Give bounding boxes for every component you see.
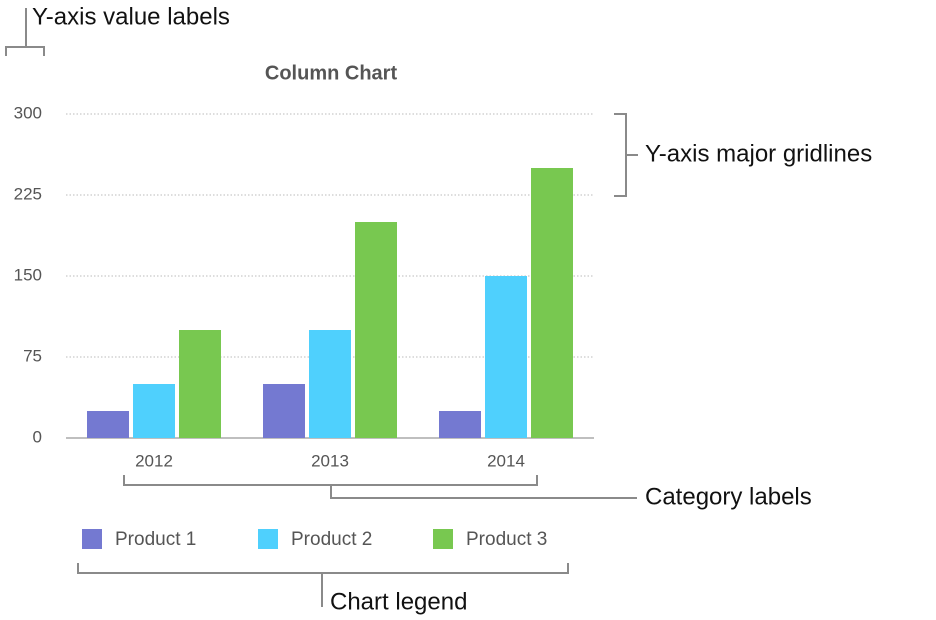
bar [87,411,129,438]
annotation: Y-axis major gridlines [645,140,872,167]
annotation-bracket [614,113,638,197]
bar [133,384,175,438]
bar [439,411,481,438]
legend-label: Product 3 [466,529,547,550]
bar [531,168,573,438]
annotation-bracket [77,563,569,607]
chart-title: Column Chart [265,62,398,84]
annotation: Y-axis value labels [32,3,230,30]
y-tick-label: 225 [14,184,42,203]
annotation: Category labels [645,483,812,510]
bar [355,222,397,438]
legend-label: Product 1 [115,529,196,550]
x-tick-label: 2014 [487,451,525,470]
annotation-bracket [5,8,45,56]
y-tick-label: 75 [23,346,42,365]
bar [485,276,527,438]
legend-label: Product 2 [291,529,372,550]
y-tick-label: 0 [33,427,42,446]
x-tick-label: 2012 [135,451,173,470]
legend-swatch [82,529,102,549]
bar [309,330,351,438]
bar [179,330,221,438]
annotation-bracket [123,475,637,499]
annotation: Chart legend [330,588,467,615]
bar [263,384,305,438]
y-tick-label: 300 [14,103,42,122]
legend-swatch [258,529,278,549]
y-tick-label: 150 [14,265,42,284]
x-tick-label: 2013 [311,451,349,470]
legend-swatch [433,529,453,549]
